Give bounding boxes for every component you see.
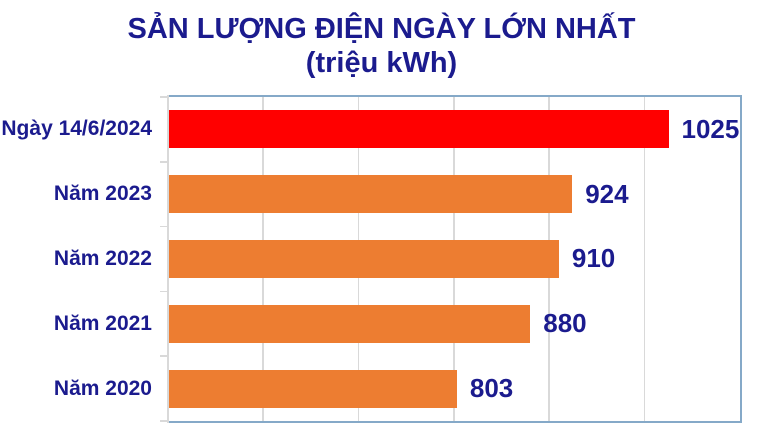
chart-title: SẢN LƯỢNG ĐIỆN NGÀY LỚN NHẤT — [127, 13, 636, 45]
plot-area: 1025 924 910 880 803 — [160, 95, 742, 423]
category-label: Năm 2023 — [53, 182, 152, 206]
bar-row: 880 — [168, 291, 740, 356]
value-label: 924 — [585, 178, 629, 209]
category-axis-line — [167, 95, 169, 423]
axis-tick — [160, 96, 168, 98]
bar-n-m-2023 — [168, 175, 573, 214]
chart-subtitle: (triệu kWh) — [305, 47, 458, 79]
bar-row: 803 — [168, 356, 740, 421]
category-label: Năm 2021 — [53, 311, 152, 335]
category-label: Năm 2022 — [53, 246, 152, 270]
axis-tick — [160, 420, 168, 422]
bar-row: 910 — [168, 227, 740, 292]
bar-ng-y-14-6-2024 — [168, 110, 669, 149]
axis-tick — [160, 355, 168, 357]
value-label: 803 — [469, 373, 514, 404]
bar-row: 1025 — [168, 97, 740, 162]
axis-tick — [160, 290, 168, 293]
category-label: Năm 2020 — [53, 376, 152, 400]
bar-n-m-2022 — [168, 239, 559, 278]
value-label: 1025 — [681, 113, 740, 144]
category-label: Ngày 14/6/2024 — [1, 117, 152, 141]
bar-n-m-2020 — [168, 369, 457, 408]
chart-title-block: SẢN LƯỢNG ĐIỆN NGÀY LỚN NHẤT (triệu kWh) — [0, 12, 763, 80]
bar-row: 924 — [168, 162, 740, 227]
value-label: 910 — [571, 243, 616, 274]
value-label: 880 — [543, 308, 587, 339]
axis-tick — [160, 225, 168, 228]
bar-n-m-2021 — [168, 304, 531, 343]
category-axis-labels: Ngày 14/6/2024 Năm 2023 Năm 2022 Năm 2021 Nă… — [0, 97, 152, 421]
gridline — [643, 97, 646, 421]
axis-tick — [160, 161, 168, 163]
